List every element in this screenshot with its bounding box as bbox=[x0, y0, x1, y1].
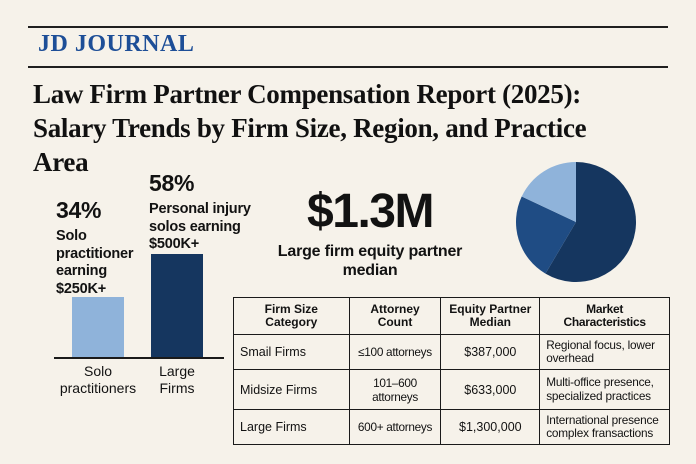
bar-annotation-large: 58% Personal injury solos earning $500K+ bbox=[149, 170, 267, 254]
masthead-title: JD JOURNAL bbox=[38, 31, 195, 57]
bar-chart-baseline bbox=[54, 357, 224, 359]
cell-market: Multi-office presence, specialized pract… bbox=[539, 369, 670, 410]
cell-firm-size: Smail Firms bbox=[233, 334, 350, 370]
table-header-firm-size: Firm Size Category bbox=[233, 297, 350, 335]
masthead-rule-bottom bbox=[28, 66, 668, 68]
big-stat-value: $1.3M bbox=[307, 185, 434, 238]
cell-attorney-count: 600+ attorneys bbox=[348, 409, 442, 445]
cell-attorney-count: 101–600 attorneys bbox=[348, 369, 442, 410]
pie-slice bbox=[516, 196, 576, 274]
table-row-midsize-firms: Midsize Firms 101–600 attorneys $633,000… bbox=[233, 369, 670, 410]
headline: Law Firm Partner Compensation Report (20… bbox=[33, 77, 587, 179]
bar-annotation-solo: 34% Solo practitioner earning $250K+ bbox=[56, 197, 158, 298]
bar-annotation-solo-caption: Solo practitioner earning $250K+ bbox=[56, 228, 134, 297]
big-stat-label: Large firm equity partner median bbox=[277, 243, 463, 279]
pie-chart bbox=[516, 162, 637, 282]
pie-slice bbox=[545, 162, 637, 282]
table-header-market: Market Characteristics bbox=[539, 297, 670, 335]
table-header-row: Firm Size Category Attorney Count Equity… bbox=[233, 297, 670, 335]
headline-line-1: Law Firm Partner Compensation Report (20… bbox=[33, 79, 581, 109]
headline-line-3: Area bbox=[33, 147, 89, 177]
cell-equity-median: $633,000 bbox=[440, 369, 541, 410]
bar-annotation-large-percent: 58% bbox=[149, 170, 195, 196]
bar-large-firms bbox=[151, 254, 203, 358]
bar-annotation-large-caption: Personal injury solos earning $500K+ bbox=[149, 201, 251, 252]
cell-attorney-count: ≤100 attorneys bbox=[348, 334, 442, 370]
pie-slice bbox=[521, 162, 576, 222]
cell-market: International presence complex fransacti… bbox=[539, 409, 670, 445]
bar-category-label-solo: Solo practitioners bbox=[59, 363, 137, 396]
bar-annotation-solo-percent: 34% bbox=[56, 197, 102, 223]
cell-equity-median: $1,300,000 bbox=[440, 409, 541, 445]
bar-solo-practitioners bbox=[72, 297, 124, 358]
cell-firm-size: Midsize Firms bbox=[233, 369, 350, 410]
cell-equity-median: $387,000 bbox=[440, 334, 541, 370]
table-row-large-firms: Large Firms 600+ attorneys $1,300,000 In… bbox=[233, 409, 670, 445]
table-row-small-firms: Smail Firms ≤100 attorneys $387,000 Regi… bbox=[233, 334, 670, 370]
cell-firm-size: Large Firms bbox=[233, 409, 350, 445]
bar-category-label-large: Large Firms bbox=[159, 363, 195, 396]
big-stat: $1.3M Large firm equity partner median bbox=[266, 184, 474, 280]
headline-line-2: Salary Trends by Firm Size, Region, and … bbox=[33, 113, 587, 143]
firm-size-table: Firm Size Category Attorney Count Equity… bbox=[233, 297, 670, 445]
cell-market: Regional focus, lower overhead bbox=[539, 334, 670, 370]
table-header-attorney-count: Attorney Count bbox=[348, 297, 442, 335]
masthead-rule-top bbox=[28, 26, 668, 28]
table-header-equity-median: Equity Partner Median bbox=[440, 297, 541, 335]
